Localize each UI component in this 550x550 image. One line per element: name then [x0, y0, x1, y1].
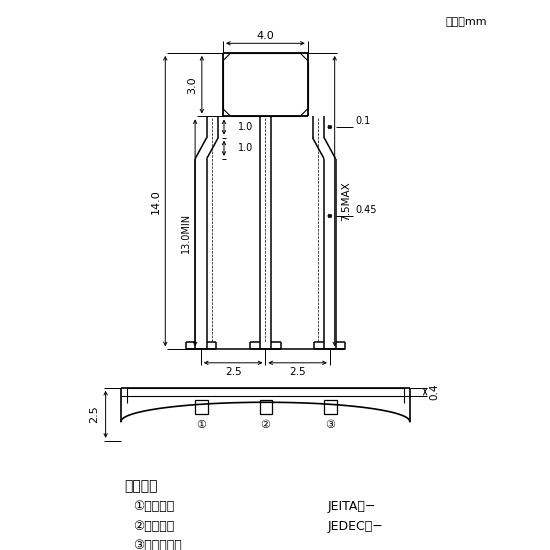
- Text: ①: ①: [196, 420, 206, 430]
- Bar: [324, 400, 337, 414]
- Text: 0.1: 0.1: [355, 116, 370, 126]
- Text: JEITA：−: JEITA：−: [328, 500, 376, 514]
- Text: 2.5: 2.5: [225, 367, 241, 377]
- Text: 1.0: 1.0: [238, 143, 252, 153]
- Text: ②：ゲート: ②：ゲート: [134, 520, 175, 533]
- Bar: [195, 400, 208, 414]
- Text: 1.0: 1.0: [238, 122, 252, 132]
- Text: 4.0: 4.0: [256, 31, 274, 41]
- Text: 14.0: 14.0: [151, 189, 161, 213]
- Text: 2.5: 2.5: [89, 405, 99, 423]
- Text: ②: ②: [260, 420, 271, 430]
- Text: 電極接続: 電極接続: [124, 479, 157, 493]
- Text: 単位：mm: 単位：mm: [445, 17, 487, 28]
- Text: ①：ソース: ①：ソース: [134, 500, 175, 514]
- Text: ③：ドレイン: ③：ドレイン: [134, 539, 182, 550]
- Text: 2.5: 2.5: [289, 367, 306, 377]
- Text: 7.5MAX: 7.5MAX: [341, 182, 351, 221]
- Text: JEDEC：−: JEDEC：−: [328, 520, 384, 533]
- Text: 0.45: 0.45: [355, 205, 376, 215]
- Text: ③: ③: [325, 420, 335, 430]
- Bar: [260, 400, 272, 414]
- Text: 13.0MIN: 13.0MIN: [180, 213, 190, 253]
- Text: 3.0: 3.0: [187, 76, 197, 94]
- Text: 0.4: 0.4: [430, 383, 440, 400]
